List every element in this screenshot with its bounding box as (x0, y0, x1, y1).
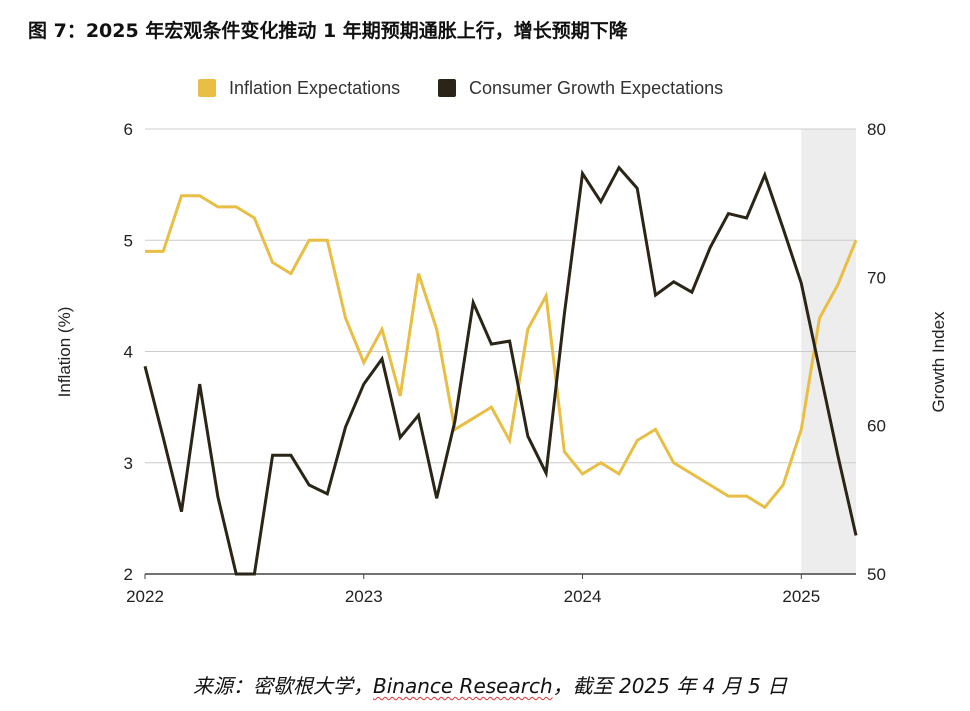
y-tick-label: 5 (124, 231, 133, 250)
y2-tick-label: 60 (867, 417, 886, 436)
source-note: 来源：密歇根大学，Binance Research，截至 2025 年 4 月 … (193, 670, 787, 699)
tick-layer: 2 3 4 5 6 50 60 70 80 2022 2023 2024 2025 (124, 120, 886, 606)
y-tick-label: 3 (124, 454, 133, 473)
x-tick-label: 2023 (345, 587, 383, 606)
grid-layer (144, 128, 856, 579)
y2-tick-label: 70 (867, 268, 886, 287)
x-tick-label: 2022 (126, 587, 164, 606)
y-tick-label: 6 (124, 120, 133, 139)
inflation-series-line (145, 194, 858, 510)
legend-label: Consumer Growth Expectations (469, 78, 723, 98)
source-suffix: ，截至 2025 年 4 月 5 日 (552, 674, 788, 698)
source-prefix: 来源：密歇根大学， (193, 674, 373, 698)
source-brand[interactable]: Binance Research (373, 674, 553, 698)
series-layer (143, 164, 858, 576)
figure-title: 图 7：2025 年宏观条件变化推动 1 年期预期通胀上行，增长预期下降 (28, 20, 628, 42)
legend: Inflation Expectations Consumer Growth Ex… (198, 78, 723, 98)
legend-label: Inflation Expectations (229, 78, 400, 98)
y2-tick-label: 80 (867, 120, 886, 139)
y2-tick-label: 50 (867, 565, 886, 584)
x-tick-label: 2024 (564, 587, 602, 606)
y-axis-label: Inflation (%) (55, 307, 74, 398)
y2-axis-label: Growth Index (929, 311, 948, 413)
growth-series-line (143, 164, 858, 576)
y-tick-label: 2 (124, 565, 133, 584)
legend-swatch (198, 79, 216, 97)
y-tick-label: 4 (124, 343, 133, 362)
legend-swatch (438, 79, 456, 97)
x-tick-label: 2025 (782, 587, 820, 606)
